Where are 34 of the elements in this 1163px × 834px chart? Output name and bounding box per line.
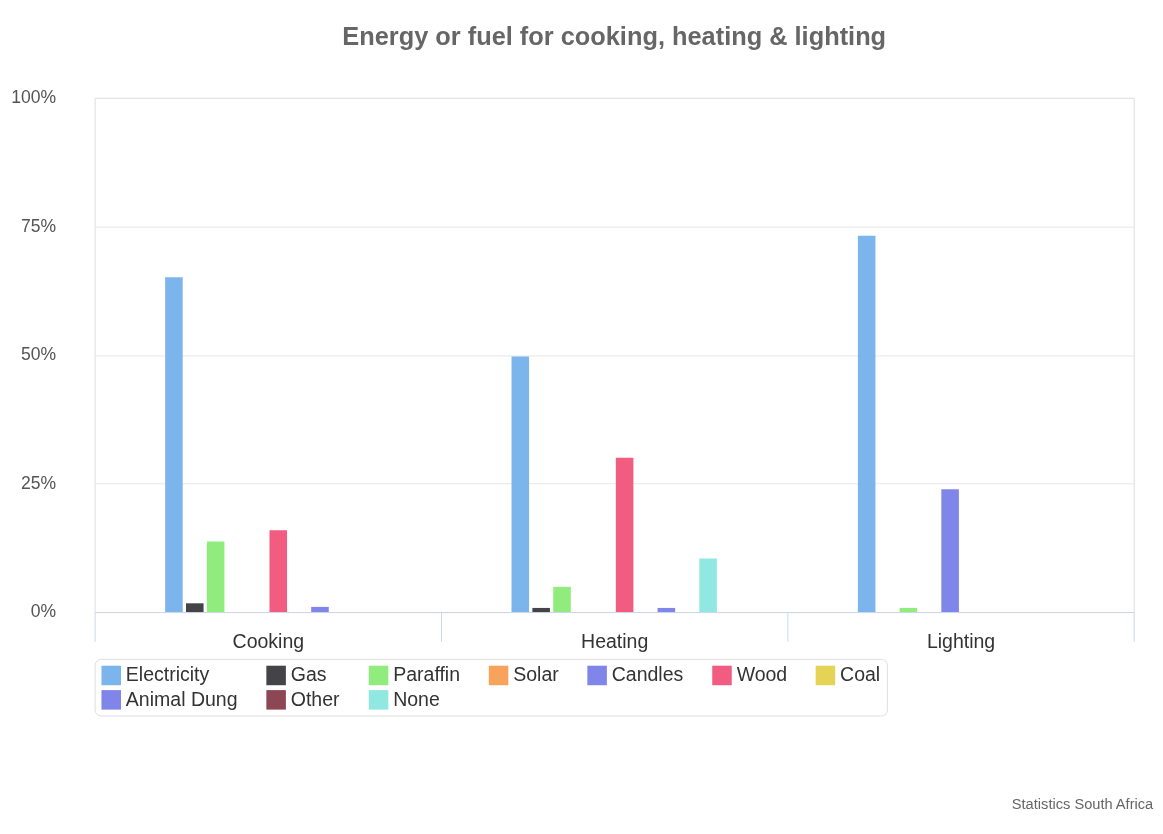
bar: [186, 603, 204, 613]
bar: [899, 607, 918, 613]
y-tick-label: 50%: [20, 344, 57, 365]
bar: [269, 530, 288, 613]
legend-label: Other: [290, 687, 341, 710]
x-tick-label: Lighting: [926, 629, 996, 652]
y-tick-label: 75%: [20, 215, 57, 236]
legend-label: Candles: [611, 663, 684, 686]
bar: [615, 457, 634, 613]
bar: [165, 277, 183, 613]
bar: [311, 606, 329, 613]
x-tick-label: Heating: [581, 629, 649, 652]
bar: [511, 356, 530, 613]
bar: [553, 586, 571, 613]
legend-label: Animal Dung: [125, 687, 238, 710]
legend-label: Coal: [840, 663, 881, 686]
legend-label: Solar: [513, 663, 560, 686]
y-tick-label: 25%: [20, 472, 57, 493]
legend-label: Paraffin: [393, 663, 461, 686]
legend-label: Wood: [736, 663, 788, 686]
bar: [657, 607, 676, 613]
x-tick-label: Cooking: [232, 629, 305, 652]
bar: [532, 607, 550, 613]
chart-title: Energy or fuel for cooking, heating & lighting: [342, 22, 887, 51]
y-tick-label: 100%: [11, 87, 57, 108]
y-tick-label: 0%: [30, 601, 57, 622]
legend-label: Gas: [290, 663, 327, 686]
bar: [206, 541, 225, 613]
legend-label: Electricity: [125, 663, 210, 686]
bar: [699, 558, 717, 613]
bar: [941, 489, 959, 613]
bar: [857, 235, 876, 613]
text: Statistics South Africa: [1011, 796, 1155, 813]
legend-label: None: [393, 687, 440, 710]
